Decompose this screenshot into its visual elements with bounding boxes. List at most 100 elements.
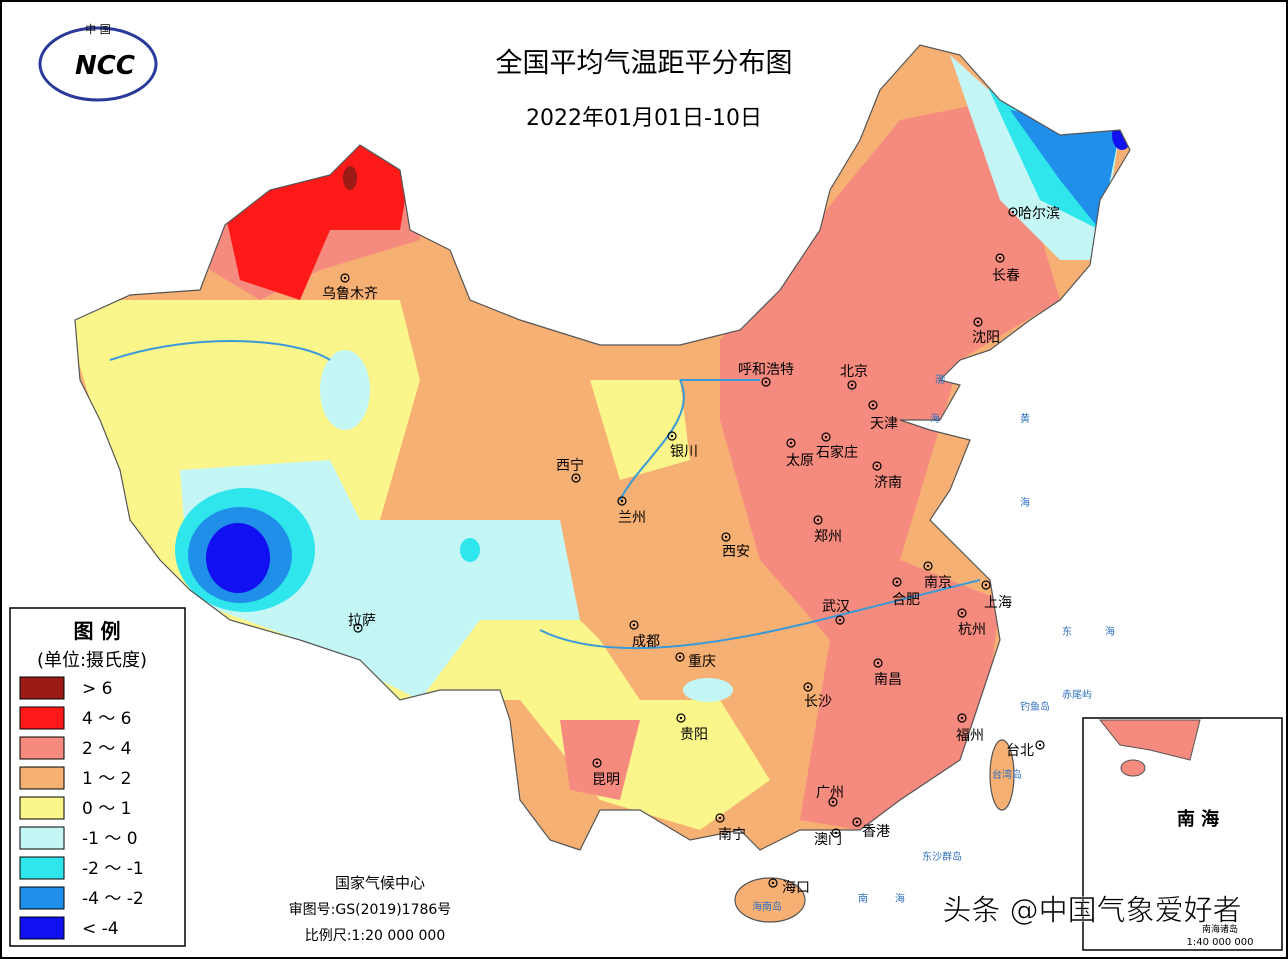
city-dot bbox=[895, 580, 899, 584]
city-label: 北京 bbox=[840, 364, 868, 380]
city-marker bbox=[761, 377, 771, 387]
city-marker bbox=[676, 713, 686, 723]
city-marker bbox=[872, 461, 882, 471]
city-marker bbox=[721, 532, 731, 542]
city-dot bbox=[984, 583, 988, 587]
place-label: 黄 bbox=[1020, 412, 1030, 425]
city-dot bbox=[574, 476, 578, 480]
legend-label: -4 ～ -2 bbox=[82, 889, 144, 909]
place-label: 海 bbox=[895, 892, 905, 905]
city-dot bbox=[356, 626, 360, 630]
legend-swatch bbox=[19, 766, 65, 790]
footer-approval: 审图号:GS(2019)1786号 bbox=[289, 902, 452, 918]
place-label: 海 bbox=[930, 412, 940, 425]
city-dot bbox=[670, 434, 674, 438]
city-marker bbox=[957, 608, 967, 618]
city-dot bbox=[718, 816, 722, 820]
city-marker bbox=[847, 380, 857, 390]
city-marker bbox=[675, 652, 685, 662]
city-marker bbox=[340, 273, 350, 283]
logo: 中 国 NCC bbox=[38, 23, 158, 102]
city-marker bbox=[923, 561, 933, 571]
logo-text: NCC bbox=[75, 51, 135, 81]
city-label: 拉萨 bbox=[348, 613, 376, 629]
city-marker bbox=[617, 496, 627, 506]
legend-swatch bbox=[19, 676, 65, 700]
legend-label: 0 ～ 1 bbox=[82, 799, 131, 819]
legend-unit: (单位:摄氏度) bbox=[37, 650, 147, 671]
city-label: 济南 bbox=[874, 475, 902, 491]
city-marker bbox=[715, 813, 725, 823]
city-dot bbox=[998, 256, 1002, 260]
legend-label: 4 ～ 6 bbox=[82, 709, 131, 729]
legend-swatch bbox=[19, 826, 65, 850]
logo-top: 中 国 bbox=[85, 23, 111, 36]
legend: 图 例 (单位:摄氏度) > 6 4 ～ 6 2 ～ 4 1 ～ 2 0 ～ 1 -1 ～… bbox=[9, 607, 186, 947]
city-label: 乌鲁木齐 bbox=[322, 286, 378, 302]
city-marker bbox=[831, 828, 841, 838]
city-marker bbox=[353, 623, 363, 633]
city-dot bbox=[806, 685, 810, 689]
watermark: 头条 @中国气象爱好者 bbox=[942, 893, 1241, 927]
place-label: 东沙群岛 bbox=[922, 850, 962, 863]
city-dot bbox=[855, 820, 859, 824]
city-label: 澳门 bbox=[814, 832, 842, 848]
city-label: 成都 bbox=[632, 634, 660, 650]
city-label: 福州 bbox=[956, 728, 984, 744]
city-label: 西安 bbox=[722, 544, 750, 560]
city-dot bbox=[850, 383, 854, 387]
city-dot bbox=[834, 831, 838, 835]
city-dot bbox=[1011, 210, 1015, 214]
city-label: 重庆 bbox=[688, 654, 716, 670]
city-dot bbox=[871, 403, 875, 407]
city-dot bbox=[764, 380, 768, 384]
city-label: 哈尔滨 bbox=[1018, 206, 1060, 222]
city-dot bbox=[976, 320, 980, 324]
city-dot bbox=[595, 761, 599, 765]
city-dot bbox=[632, 623, 636, 627]
inset-title: 南 海 bbox=[1177, 808, 1219, 830]
city-dot bbox=[838, 618, 842, 622]
city-dot bbox=[876, 661, 880, 665]
city-label: 石家庄 bbox=[816, 444, 858, 461]
city-marker bbox=[768, 878, 778, 888]
city-label: 南京 bbox=[924, 575, 952, 591]
city-label: 南昌 bbox=[874, 672, 902, 688]
place-label: 钓鱼岛 bbox=[1020, 700, 1050, 713]
city-label: 长沙 bbox=[804, 694, 832, 710]
legend-label: < -4 bbox=[82, 919, 119, 939]
city-marker bbox=[973, 317, 983, 327]
city-dot bbox=[816, 518, 820, 522]
city-label: 郑州 bbox=[814, 529, 842, 545]
city-dot bbox=[771, 881, 775, 885]
city-label: 合肥 bbox=[892, 592, 920, 608]
legend-label: -1 ～ 0 bbox=[82, 829, 138, 849]
city-dot bbox=[789, 441, 793, 445]
city-label: 天津 bbox=[870, 416, 898, 432]
legend-swatch bbox=[19, 916, 65, 940]
city-marker bbox=[835, 615, 845, 625]
city-label: 银川 bbox=[670, 444, 698, 460]
place-label: 海 bbox=[1020, 496, 1030, 509]
legend-swatch bbox=[19, 706, 65, 730]
city-marker bbox=[813, 515, 823, 525]
city-marker bbox=[667, 431, 677, 441]
inset-label: 南海诸岛 bbox=[1202, 923, 1238, 935]
city-dot bbox=[831, 800, 835, 804]
footer-scale: 比例尺:1:20 000 000 bbox=[305, 928, 446, 944]
city-marker bbox=[1008, 207, 1018, 217]
city-dot bbox=[343, 276, 347, 280]
city-label: 上海 bbox=[984, 595, 1012, 611]
city-label: 海口 bbox=[782, 880, 810, 896]
city-marker bbox=[821, 432, 831, 442]
place-label: 东 bbox=[1062, 625, 1072, 638]
legend-label: -2 ～ -1 bbox=[82, 859, 144, 879]
place-label: 海南岛 bbox=[752, 900, 782, 913]
city-marker bbox=[995, 253, 1005, 263]
city-label: 南宁 bbox=[718, 826, 746, 843]
city-marker bbox=[868, 400, 878, 410]
city-marker bbox=[892, 577, 902, 587]
city-dot bbox=[620, 499, 624, 503]
city-marker bbox=[852, 817, 862, 827]
